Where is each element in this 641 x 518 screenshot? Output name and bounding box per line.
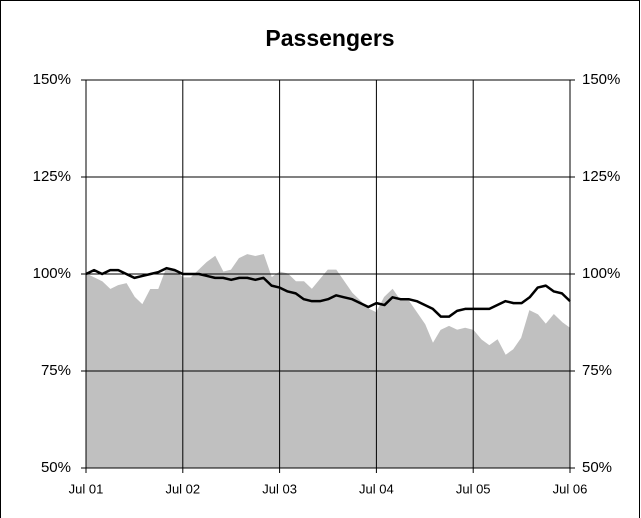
line: [85, 266, 571, 318]
x-tick-label: Jul 01: [69, 481, 104, 496]
x-tick-label: Jul 06: [553, 481, 588, 496]
y-tick-label: 75%: [41, 362, 71, 379]
y-tick-label: 100%: [33, 265, 71, 282]
y2-tick-label: 100%: [582, 265, 620, 282]
y2-tick-label: 50%: [582, 459, 612, 476]
x-tick-label: Jul 02: [165, 481, 200, 496]
x-tick-label: Jul 04: [359, 481, 394, 496]
y2-tick-label: 150%: [582, 71, 620, 88]
chart-title: Passengers: [265, 25, 394, 51]
y2-tick-label: 75%: [582, 362, 612, 379]
plot-frame: [85, 79, 571, 469]
y-tick-label: 125%: [33, 168, 71, 185]
y2-tick-label: 125%: [582, 168, 620, 185]
y-tick-label: 50%: [41, 459, 71, 476]
x-tick-label: Jul 03: [262, 481, 297, 496]
y-tick-label: 150%: [33, 71, 71, 88]
x-tick-label: Jul 05: [456, 481, 491, 496]
